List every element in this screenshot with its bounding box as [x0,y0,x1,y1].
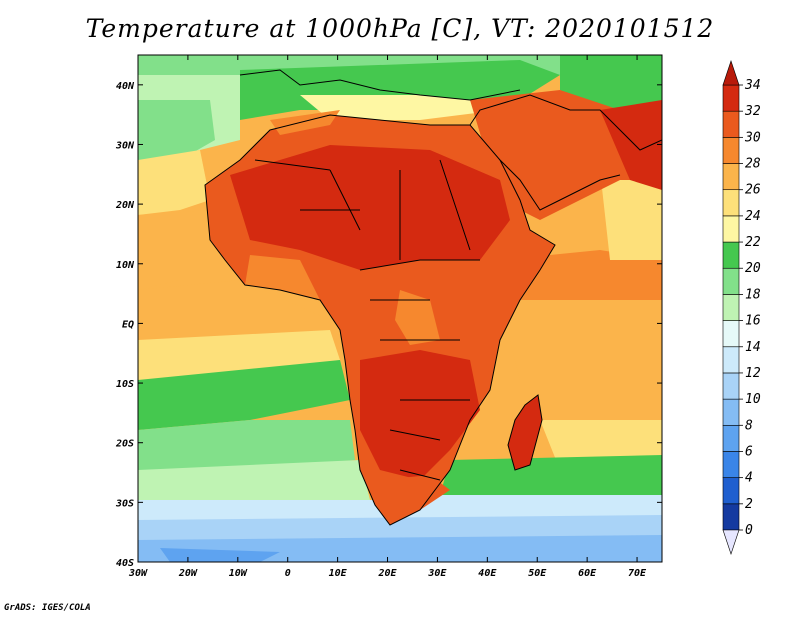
colorbar-swatch [722,451,740,478]
map-title: Temperature at 1000hPa [C], VT: 20201015… [85,14,715,43]
colorbar-under-arrow [722,529,740,555]
colorbar-swatch [722,398,740,426]
colorbar-over-arrow [722,60,740,86]
colorbar-label: 28 [745,157,761,172]
lat-tick-label: 30S [115,498,134,509]
lon-tick-label: 30W [128,568,148,579]
colorbar-label: 12 [745,366,761,381]
lat-tick-label: 40N [116,81,135,92]
colorbar-swatch [722,267,740,295]
colorbar-label: 26 [745,183,761,198]
colorbar-swatch [722,503,740,531]
lat-tick-label: EQ [122,319,134,330]
colorbar-swatch [722,84,740,112]
lon-tick-label: 40E [478,568,497,579]
colorbar-label: 32 [744,104,761,119]
colorbar-label: 2 [745,497,753,512]
lon-tick-label: 0 [285,568,291,579]
colorbar-swatch [722,346,740,374]
colorbar-swatch [722,477,740,505]
colorbar-label: 20 [745,261,761,276]
map-frame [137,54,663,563]
colorbar-swatch [722,372,740,400]
colorbar-label: 34 [744,78,761,93]
colorbar-label: 18 [745,287,761,302]
lon-tick-label: 50E [528,568,547,579]
lat-tick-label: 10N [116,260,135,271]
lon-tick-label: 10W [229,568,248,579]
lon-tick-label: 70E [628,568,647,579]
colorbar-label: 10 [745,392,761,407]
colorbar-swatch [722,163,740,191]
lat-tick-label: 40S [116,558,134,569]
grads-credit: GrADS: IGES/COLA [4,603,91,613]
lon-tick-label: 30E [427,568,447,579]
map-axes: 30W 20W 10W 0 10E 20E 30E 40E 50E 60E 70E 40N 30N 20N… [115,55,662,579]
colorbar-label: 24 [745,209,761,224]
lat-tick-label: 30N [115,140,135,151]
colorbar-swatch [722,424,740,452]
temperature-field [138,55,662,562]
colorbar-swatch [722,137,740,164]
colorbar-swatch [722,294,740,321]
lon-tick-label: 20W [178,568,198,579]
colorbar-swatch [722,241,740,269]
lat-tick-label: 20S [115,439,134,450]
colorbar-swatch [722,215,740,243]
colorbar-label: 0 [745,523,753,538]
colorbar-label: 14 [745,340,761,355]
colorbar-label: 22 [745,235,761,250]
lon-tick-label: 20E [377,568,397,579]
colorbar-swatch [722,189,740,217]
colorbar-swatch [722,110,740,138]
colorbar-label: 4 [745,471,753,486]
lat-tick-label: 20N [115,200,135,211]
lat-tick-label: 10S [116,379,134,390]
colorbar-label: 6 [745,444,753,459]
lon-tick-label: 60E [578,568,597,579]
coastlines [204,69,662,526]
lon-tick-label: 10E [329,568,348,579]
colorbar-swatch [722,320,740,348]
colorbar-label: 30 [744,130,761,145]
colorbar-label: 8 [745,418,753,433]
colorbar-label: 16 [745,314,761,329]
